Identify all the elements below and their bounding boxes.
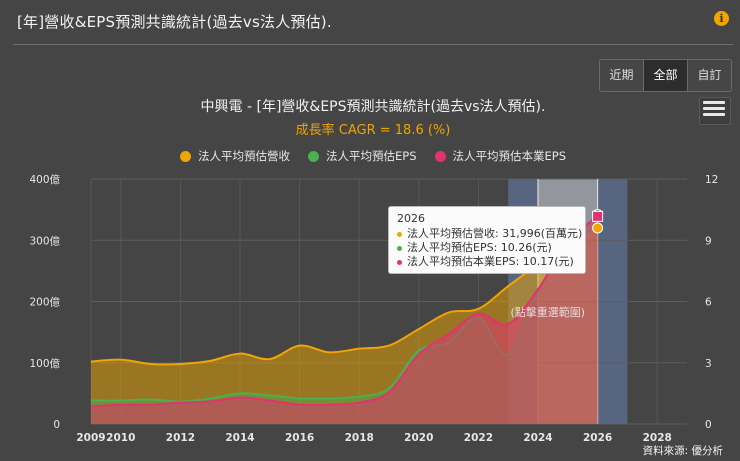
legend-label-core-eps: 法人平均預估本業EPS: [452, 149, 567, 163]
legend-item-eps[interactable]: 法人平均預估EPS: [308, 148, 417, 164]
tooltip-text-eps: 法人平均預估EPS: 10.26(元): [407, 241, 552, 254]
x-tick-label: 2010: [106, 432, 135, 444]
chart-legend: 法人平均預估營收 法人平均預估EPS 法人平均預估本業EPS: [0, 148, 740, 164]
data-source: 資料來源: 優分析: [642, 445, 723, 457]
header-divider: [13, 44, 733, 45]
page-title: [年]營收&EPS預測共識統計(過去vs法人預估).: [17, 13, 332, 31]
marker-core-eps: [592, 210, 604, 222]
y-left-tick-label: 300億: [29, 234, 60, 247]
tooltip-year: 2026: [397, 212, 425, 225]
range-all-button[interactable]: 全部: [644, 60, 688, 91]
legend-marker-core-eps: [434, 150, 446, 162]
y-left-tick-label: 400億: [29, 173, 60, 186]
series-area-core-eps: [91, 216, 598, 424]
chart-subtitle: 成長率 CAGR = 18.6 (%): [295, 123, 451, 138]
y-right-tick-label: 12: [705, 174, 718, 186]
legend-label-revenue: 法人平均預估營收: [198, 149, 290, 163]
x-tick-label: 2024: [523, 432, 552, 444]
y-right-tick-label: 0: [705, 419, 712, 431]
legend-label-eps: 法人平均預估EPS: [326, 149, 417, 163]
x-tick-label: 2028: [643, 432, 672, 444]
legend-item-revenue[interactable]: 法人平均預估營收: [180, 148, 290, 164]
tooltip-row-eps: 法人平均預估EPS: 10.26(元): [397, 241, 577, 255]
band-label: (點擊重選範圍): [511, 305, 586, 319]
x-tick-label: 2012: [166, 432, 195, 444]
y-right-tick-label: 3: [705, 358, 712, 370]
tooltip-row-core-eps: 法人平均預估本業EPS: 10.17(元): [397, 255, 577, 269]
y-left-tick-label: 100億: [29, 357, 60, 370]
legend-item-core-eps[interactable]: 法人平均預估本業EPS: [434, 148, 567, 164]
y-left-tick-label: 0: [53, 419, 60, 431]
chart-tooltip: 2026 法人平均預估營收: 31,996(百萬元) 法人平均預估EPS: 10…: [388, 206, 586, 274]
series-line-revenue: [90, 227, 599, 366]
legend-marker-revenue: [180, 150, 191, 162]
range-recent-button[interactable]: 近期: [600, 60, 644, 91]
x-tick-label: 2016: [285, 432, 314, 444]
page-header: [年]營收&EPS預測共識統計(過去vs法人預估). i: [0, 0, 740, 44]
x-tick-label: 2014: [225, 432, 254, 444]
x-tick-label: 2020: [404, 432, 433, 444]
tooltip-row-revenue: 法人平均預估營收: 31,996(百萬元): [397, 227, 582, 241]
tooltip-text-revenue: 法人平均預估營收: 31,996(百萬元): [407, 227, 583, 240]
y-left-tick-label: 200億: [29, 296, 60, 309]
marker-revenue: [592, 222, 604, 234]
x-tick-label: 2026: [583, 432, 612, 444]
x-tick-label: 2009: [76, 432, 105, 444]
y-right-tick-label: 6: [705, 297, 712, 309]
x-tick-label: 2018: [345, 432, 374, 444]
chart-title: 中興電 - [年]營收&EPS預測共識統計(過去vs法人預估).: [200, 99, 546, 115]
hamburger-menu-icon[interactable]: [703, 101, 725, 121]
tooltip-text-core-eps: 法人平均預估本業EPS: 10.17(元): [407, 255, 574, 268]
range-button-group: 近期 全部 自訂: [599, 59, 732, 92]
info-icon[interactable]: i: [714, 11, 729, 26]
range-custom-button[interactable]: 自訂: [688, 60, 731, 91]
x-tick-label: 2022: [464, 432, 493, 444]
y-right-tick-label: 9: [705, 235, 712, 247]
legend-marker-eps: [308, 150, 319, 162]
series-line-core-eps: [90, 215, 599, 408]
